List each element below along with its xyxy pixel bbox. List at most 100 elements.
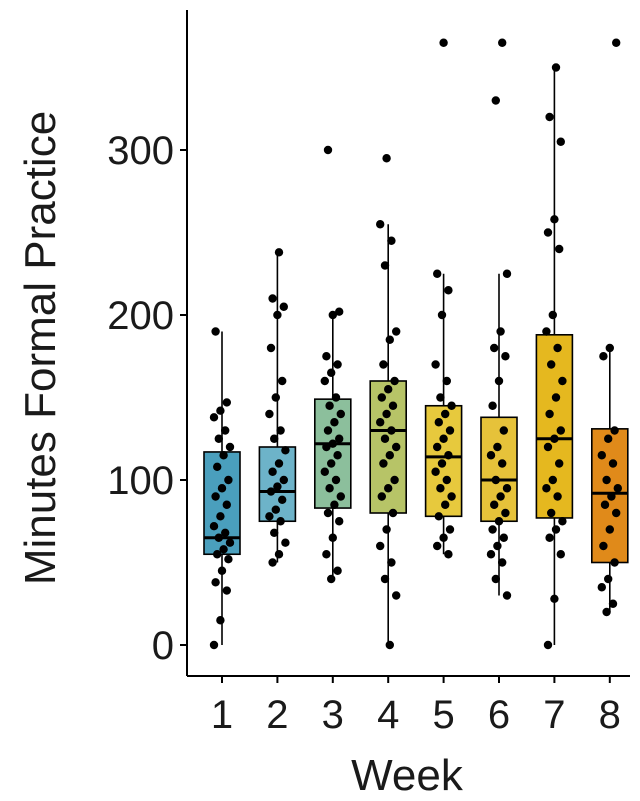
data-point xyxy=(336,492,345,501)
data-point xyxy=(613,484,622,493)
points-week-3 xyxy=(320,145,345,584)
data-point xyxy=(599,352,608,361)
data-point xyxy=(216,512,225,521)
data-point xyxy=(388,401,398,410)
data-point xyxy=(550,215,559,224)
data-point xyxy=(499,533,508,542)
points-layer xyxy=(209,38,622,650)
data-point xyxy=(491,574,500,584)
data-point xyxy=(555,244,564,254)
points-week-1 xyxy=(209,327,235,650)
data-point xyxy=(431,467,440,476)
data-point xyxy=(498,558,507,567)
data-point xyxy=(597,451,606,460)
data-point xyxy=(270,528,279,537)
data-point xyxy=(328,533,337,542)
data-point xyxy=(433,442,442,452)
data-point xyxy=(336,409,345,419)
data-point xyxy=(325,484,334,493)
data-point xyxy=(216,406,225,415)
data-point xyxy=(322,352,331,361)
data-point xyxy=(327,368,336,377)
data-point xyxy=(545,533,554,542)
data-point xyxy=(491,96,500,105)
data-point xyxy=(330,418,339,427)
data-point xyxy=(222,398,231,407)
x-axis-title: Week xyxy=(351,751,464,800)
boxes-layer xyxy=(203,67,629,645)
data-point xyxy=(496,492,505,501)
data-point xyxy=(327,574,336,584)
points-week-2 xyxy=(265,248,290,567)
data-point xyxy=(392,591,401,600)
data-point xyxy=(333,360,342,369)
y-axis-title: Minutes Formal Practice xyxy=(16,111,65,585)
data-point xyxy=(602,475,611,485)
data-point xyxy=(604,434,613,443)
plot-area xyxy=(203,38,629,650)
data-point xyxy=(612,508,621,518)
data-point xyxy=(387,558,396,567)
points-week-4 xyxy=(376,154,401,650)
box-week-2 xyxy=(258,252,297,563)
data-point xyxy=(494,517,504,526)
data-point xyxy=(436,393,445,402)
data-point xyxy=(599,541,608,551)
data-point xyxy=(486,451,496,460)
data-point xyxy=(499,426,508,435)
data-point xyxy=(225,538,235,547)
data-point xyxy=(377,492,386,501)
data-point xyxy=(488,401,497,410)
data-point xyxy=(548,310,557,320)
data-point xyxy=(209,640,219,650)
data-point xyxy=(491,475,500,485)
data-point xyxy=(545,112,554,122)
data-point xyxy=(214,434,223,443)
data-point xyxy=(441,409,450,419)
data-point xyxy=(211,327,220,336)
data-point xyxy=(211,492,220,501)
data-point xyxy=(608,599,618,608)
data-point xyxy=(392,442,401,452)
data-point xyxy=(216,616,225,625)
data-point xyxy=(385,640,394,650)
data-point xyxy=(209,522,219,531)
data-point xyxy=(445,426,455,435)
data-point xyxy=(543,228,553,237)
data-point xyxy=(441,500,450,509)
data-point xyxy=(274,459,284,468)
data-point xyxy=(543,442,553,452)
data-point xyxy=(597,583,606,592)
data-point xyxy=(266,343,276,353)
data-point xyxy=(224,555,233,564)
data-point xyxy=(558,376,567,386)
box-iqr xyxy=(313,398,352,509)
data-point xyxy=(281,538,290,547)
x-tick-label: 7 xyxy=(543,693,565,737)
data-point xyxy=(211,578,220,587)
data-point xyxy=(376,220,385,229)
points-week-8 xyxy=(597,38,622,617)
data-point xyxy=(265,512,274,521)
data-point xyxy=(605,343,614,353)
data-point xyxy=(276,426,285,435)
data-point xyxy=(607,492,616,501)
points-week-5 xyxy=(431,38,456,559)
x-tick-label: 2 xyxy=(266,693,288,737)
data-point xyxy=(447,492,456,501)
data-point xyxy=(390,475,399,485)
data-point xyxy=(279,475,288,485)
y-tick-label: 300 xyxy=(107,129,174,173)
data-point xyxy=(545,409,554,419)
data-point xyxy=(442,376,451,386)
x-tick-label: 5 xyxy=(432,693,454,737)
data-point xyxy=(493,442,502,452)
data-point xyxy=(498,459,507,468)
data-point xyxy=(219,545,228,554)
data-point xyxy=(323,508,333,518)
data-point xyxy=(274,550,284,559)
data-point xyxy=(328,310,337,320)
x-tick-label: 8 xyxy=(599,693,621,737)
data-point xyxy=(380,261,390,270)
